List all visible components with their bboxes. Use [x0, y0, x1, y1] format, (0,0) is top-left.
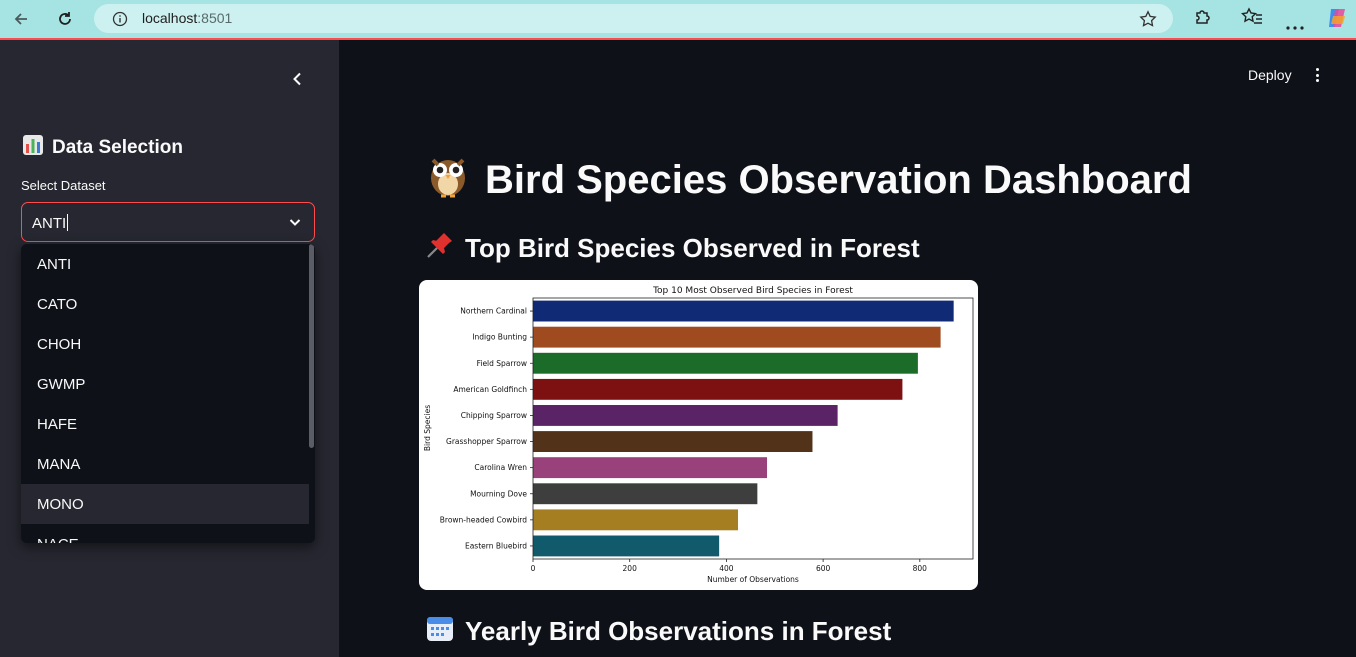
dropdown-scrollbar[interactable]	[309, 244, 314, 448]
page-title: Bird Species Observation Dashboard	[425, 152, 1192, 208]
section-heading-top-species: Top Bird Species Observed in Forest	[425, 230, 920, 267]
browser-toolbar: localhost:8501	[0, 0, 1356, 38]
chart-y-tick-label: Northern Cardinal	[460, 307, 527, 316]
chart-y-tick-label: Field Sparrow	[477, 359, 527, 368]
bookmark-star-icon[interactable]	[1139, 10, 1157, 32]
chart-bar	[533, 378, 903, 400]
running-indicator	[0, 38, 1356, 40]
owl-emoji-icon	[425, 152, 471, 208]
dropdown-option[interactable]: CATO	[37, 295, 78, 313]
chart-y-tick-label: Indigo Bunting	[472, 333, 527, 342]
back-icon[interactable]	[8, 6, 34, 32]
chart-bar	[533, 457, 768, 479]
extensions-icon[interactable]	[1193, 7, 1213, 31]
dropdown-option-highlighted[interactable]: MONO	[21, 484, 309, 524]
reload-icon[interactable]	[52, 6, 78, 32]
chart-y-tick-label: Brown-headed Cowbird	[440, 515, 527, 524]
chart-x-axis-label: Number of Observations	[707, 575, 799, 584]
bar-chart-emoji-icon	[22, 134, 44, 162]
dataset-select[interactable]: ANTI	[21, 202, 315, 242]
dropdown-option[interactable]: ANTI	[37, 255, 72, 273]
chart-x-tick-label: 400	[719, 564, 734, 573]
chart-x-tick-label: 0	[531, 564, 536, 573]
copilot-icon[interactable]	[1325, 6, 1349, 34]
dataset-select-text: ANTI	[32, 215, 67, 232]
more-menu-icon[interactable]	[1285, 16, 1305, 35]
main-content: Deploy Bird Species Observation Dashboar…	[339, 40, 1356, 657]
dataset-select-label: Select Dataset	[21, 178, 106, 193]
url-host: localhost	[142, 10, 198, 26]
chart-y-tick-label: Mourning Dove	[470, 489, 527, 498]
chart-y-tick-label: Chipping Sparrow	[461, 411, 527, 420]
dropdown-option[interactable]: GWMP	[37, 375, 86, 393]
dropdown-option[interactable]: MANA	[37, 455, 81, 473]
bar-chart: Top 10 Most Observed Bird Species in For…	[423, 286, 974, 584]
dropdown-option[interactable]: NACE	[21, 524, 309, 544]
chart-plot-frame	[532, 297, 974, 560]
chart-bar	[533, 483, 758, 505]
chart-y-tick-label: American Goldfinch	[453, 385, 527, 394]
text-caret	[67, 214, 69, 231]
chart-bar	[533, 431, 813, 452]
chart-bar	[533, 352, 918, 374]
dropdown-option[interactable]: CHOH	[37, 335, 82, 353]
dropdown-option[interactable]: HAFE	[37, 415, 78, 433]
chart-y-axis-label: Bird Species	[423, 405, 432, 451]
pushpin-emoji-icon	[425, 230, 455, 267]
calendar-emoji-icon	[425, 613, 455, 650]
url-port: :8501	[197, 10, 233, 26]
main-menu-icon[interactable]	[1309, 66, 1325, 84]
bar-chart-card: Top 10 Most Observed Bird Species in For…	[419, 280, 978, 590]
sidebar-heading-text: Data Selection	[52, 137, 183, 158]
chart-bar	[533, 300, 954, 322]
chart-bar	[533, 535, 720, 557]
collapse-sidebar-icon[interactable]	[286, 68, 308, 90]
sidebar: Data Selection Select Dataset ANTI ANTI …	[0, 40, 339, 657]
chart-x-tick-label: 600	[816, 564, 831, 573]
deploy-button[interactable]: Deploy	[1248, 67, 1292, 83]
chart-y-tick-label: Grasshopper Sparrow	[446, 437, 527, 446]
section-heading-text: Yearly Bird Observations in Forest	[465, 616, 892, 646]
url-text[interactable]: localhost:8501	[142, 10, 232, 26]
sidebar-heading: Data Selection	[22, 134, 183, 162]
chart-y-tick-label: Eastern Bluebird	[465, 541, 527, 550]
site-info-icon[interactable]	[112, 11, 128, 31]
chart-bar	[533, 405, 838, 426]
chart-bar	[533, 326, 941, 348]
chart-x-tick-label: 200	[623, 564, 638, 573]
dataset-select-value[interactable]: ANTI	[32, 214, 69, 232]
chart-title: Top 10 Most Observed Bird Species in For…	[652, 286, 853, 296]
dataset-dropdown-list: ANTI CATO CHOH GWMP HAFE MANA MONO NACE	[21, 244, 315, 543]
chevron-down-icon[interactable]	[288, 214, 302, 233]
section-heading-yearly: Yearly Bird Observations in Forest	[425, 613, 891, 650]
chart-y-tick-label: Carolina Wren	[474, 463, 527, 472]
section-heading-text: Top Bird Species Observed in Forest	[465, 233, 920, 263]
chart-bar	[533, 509, 739, 531]
favorites-icon[interactable]	[1240, 7, 1263, 31]
page-title-text: Bird Species Observation Dashboard	[485, 157, 1192, 202]
address-bar[interactable]: localhost:8501	[94, 4, 1173, 33]
chart-x-tick-label: 800	[913, 564, 928, 573]
